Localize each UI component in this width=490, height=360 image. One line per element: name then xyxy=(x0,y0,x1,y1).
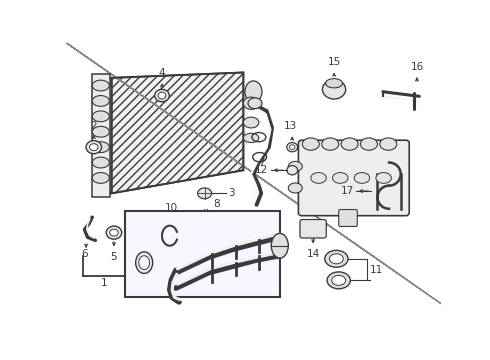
Ellipse shape xyxy=(329,254,343,264)
Ellipse shape xyxy=(333,172,348,183)
Text: 17: 17 xyxy=(341,186,354,196)
Ellipse shape xyxy=(321,138,339,150)
Ellipse shape xyxy=(245,81,262,103)
Ellipse shape xyxy=(158,92,166,99)
Ellipse shape xyxy=(354,172,369,183)
Ellipse shape xyxy=(244,133,259,143)
Ellipse shape xyxy=(155,89,170,102)
Ellipse shape xyxy=(332,275,345,285)
Polygon shape xyxy=(92,74,110,197)
Ellipse shape xyxy=(106,226,122,239)
Ellipse shape xyxy=(288,161,302,171)
Text: 7: 7 xyxy=(258,158,265,168)
Ellipse shape xyxy=(90,144,98,150)
Text: 10: 10 xyxy=(165,203,178,213)
Ellipse shape xyxy=(327,272,350,289)
Ellipse shape xyxy=(92,95,109,106)
Ellipse shape xyxy=(302,138,319,150)
Ellipse shape xyxy=(287,166,297,175)
Ellipse shape xyxy=(311,172,326,183)
FancyBboxPatch shape xyxy=(298,140,409,216)
Text: 2: 2 xyxy=(91,121,97,131)
Ellipse shape xyxy=(288,183,302,193)
Text: 5: 5 xyxy=(111,252,117,262)
Ellipse shape xyxy=(92,111,109,122)
Ellipse shape xyxy=(92,80,109,91)
Text: 9: 9 xyxy=(141,230,147,240)
Ellipse shape xyxy=(325,250,348,267)
Text: 8: 8 xyxy=(213,199,220,209)
Ellipse shape xyxy=(271,233,288,258)
Ellipse shape xyxy=(92,157,109,168)
Text: 11: 11 xyxy=(370,265,383,275)
Ellipse shape xyxy=(290,145,295,149)
Ellipse shape xyxy=(86,141,101,154)
Ellipse shape xyxy=(322,80,345,99)
Ellipse shape xyxy=(325,78,343,88)
Ellipse shape xyxy=(244,117,259,128)
Ellipse shape xyxy=(92,126,109,137)
Ellipse shape xyxy=(92,172,109,183)
Ellipse shape xyxy=(361,138,377,150)
Text: 12: 12 xyxy=(255,165,268,175)
Ellipse shape xyxy=(139,256,149,270)
Text: 1: 1 xyxy=(100,278,107,288)
Text: 15: 15 xyxy=(327,57,341,67)
Ellipse shape xyxy=(248,98,262,109)
Ellipse shape xyxy=(287,143,297,152)
Text: 4: 4 xyxy=(159,68,165,78)
FancyBboxPatch shape xyxy=(339,210,357,226)
Ellipse shape xyxy=(380,138,397,150)
Text: 6: 6 xyxy=(81,249,88,259)
Ellipse shape xyxy=(110,229,118,236)
Text: 14: 14 xyxy=(307,249,320,259)
Ellipse shape xyxy=(92,142,109,153)
Ellipse shape xyxy=(197,188,212,199)
Ellipse shape xyxy=(341,138,358,150)
Text: 13: 13 xyxy=(284,121,297,131)
Ellipse shape xyxy=(244,97,259,109)
Polygon shape xyxy=(112,72,244,193)
Text: 16: 16 xyxy=(410,62,423,72)
Text: 3: 3 xyxy=(228,188,234,198)
Ellipse shape xyxy=(376,172,392,183)
Ellipse shape xyxy=(136,252,153,274)
FancyBboxPatch shape xyxy=(300,220,326,238)
Bar xyxy=(125,211,280,297)
